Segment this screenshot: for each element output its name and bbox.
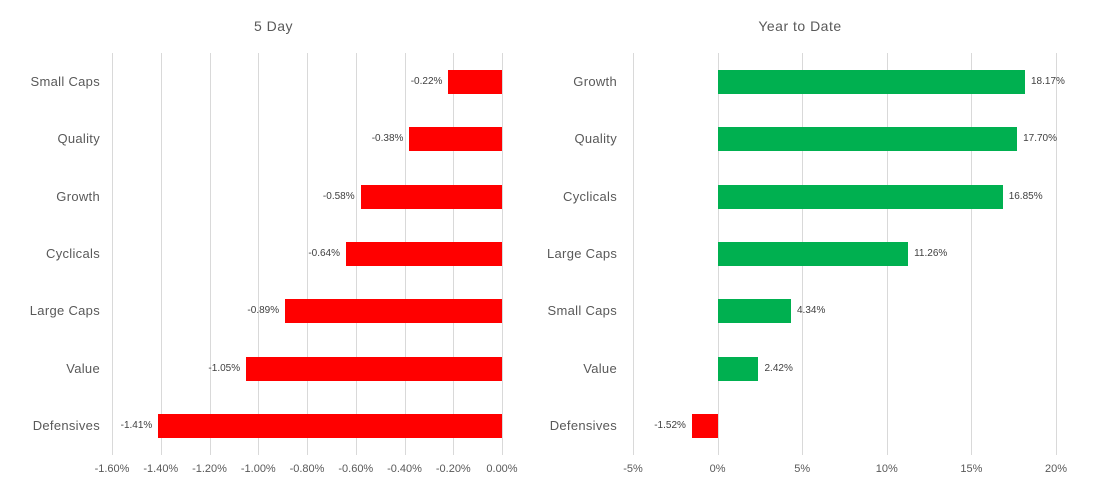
category-label: Cyclicals bbox=[46, 246, 100, 261]
axis-tick-label: 5% bbox=[794, 463, 811, 475]
data-label: 16.85% bbox=[1008, 190, 1043, 202]
axis-tick-label: -0.20% bbox=[435, 463, 471, 475]
axis-tick-label: -0.60% bbox=[338, 463, 374, 475]
data-label: -0.58% bbox=[322, 190, 355, 202]
category-label: Quality bbox=[574, 131, 617, 147]
gridline bbox=[112, 53, 113, 455]
category-label: Small Caps bbox=[547, 303, 617, 319]
data-label: -0.38% bbox=[371, 133, 404, 145]
bar-value bbox=[717, 356, 759, 381]
axis-tick-label: -0.80% bbox=[289, 463, 325, 475]
data-label: 11.26% bbox=[914, 248, 948, 259]
gridline bbox=[1056, 53, 1057, 455]
chart-title-year-to-date: Year to Date bbox=[758, 18, 842, 34]
category-label: Quality bbox=[57, 131, 100, 147]
gridline bbox=[209, 53, 211, 455]
axis-tick-label: -1.40% bbox=[143, 463, 179, 475]
chart-5-day: 5 Day -1.60% -1.40% -1.20% -1.00% -0.80% -0.6… bbox=[0, 0, 547, 495]
data-label: 2.42% bbox=[764, 362, 793, 374]
chart-year-to-date: Year to Date -5% 0% 5% 10% 15% 20% Growth 18.17… bbox=[547, 0, 1095, 495]
category-label: Growth bbox=[56, 188, 100, 204]
bar-cyclicals bbox=[717, 184, 1003, 209]
axis-tick-label: 0.00% bbox=[486, 463, 518, 475]
axis-tick-label: 10% bbox=[875, 463, 898, 475]
data-label: 18.17% bbox=[1031, 75, 1065, 87]
bar-value bbox=[246, 356, 502, 381]
axis-tick-label: 0% bbox=[709, 463, 726, 475]
gridline bbox=[971, 53, 973, 455]
data-label: -0.64% bbox=[308, 248, 340, 259]
category-label: Growth bbox=[573, 73, 617, 89]
axis-tick-label: 15% bbox=[960, 463, 983, 475]
bar-growth bbox=[360, 184, 502, 209]
bar-cyclicals bbox=[346, 242, 502, 266]
data-label: -0.89% bbox=[247, 305, 280, 317]
bar-small-caps bbox=[717, 299, 791, 324]
data-label: -0.22% bbox=[410, 75, 443, 87]
data-label: 17.70% bbox=[1023, 133, 1058, 145]
data-label: -1.52% bbox=[654, 420, 686, 432]
chart-title-5-day: 5 Day bbox=[253, 18, 294, 34]
data-label: -1.41% bbox=[120, 420, 153, 432]
axis-tick-label: -0.40% bbox=[387, 463, 422, 475]
data-label: -1.05% bbox=[208, 362, 241, 374]
category-label: Defensives bbox=[32, 418, 100, 434]
bar-defensives bbox=[158, 414, 502, 439]
axis-tick-label: 20% bbox=[1044, 463, 1068, 475]
category-label: Value bbox=[583, 360, 617, 376]
axis-tick-label: -1.20% bbox=[192, 463, 227, 475]
category-label: Large Caps bbox=[29, 303, 100, 319]
category-label: Defensives bbox=[549, 418, 617, 434]
axis-tick-label: -1.00% bbox=[240, 463, 276, 475]
gridline bbox=[258, 53, 260, 455]
category-label: Large Caps bbox=[547, 246, 618, 261]
gridline bbox=[307, 53, 308, 455]
axis-tick-label: -1.60% bbox=[94, 463, 130, 475]
bar-large-caps bbox=[285, 299, 502, 324]
bar-small-caps bbox=[448, 69, 502, 94]
category-label: Value bbox=[66, 360, 100, 376]
bar-growth bbox=[717, 69, 1025, 94]
bar-large-caps bbox=[717, 242, 909, 266]
category-label: Cyclicals bbox=[563, 188, 617, 204]
axis-tick-label: -5% bbox=[623, 463, 643, 475]
gridline bbox=[160, 53, 162, 455]
bar-quality bbox=[409, 127, 502, 152]
data-label: 4.34% bbox=[797, 305, 826, 317]
bar-defensives bbox=[691, 414, 718, 439]
gridline bbox=[633, 53, 634, 455]
gridline bbox=[502, 53, 503, 455]
bar-quality bbox=[717, 127, 1018, 152]
category-label: Small Caps bbox=[30, 73, 100, 89]
